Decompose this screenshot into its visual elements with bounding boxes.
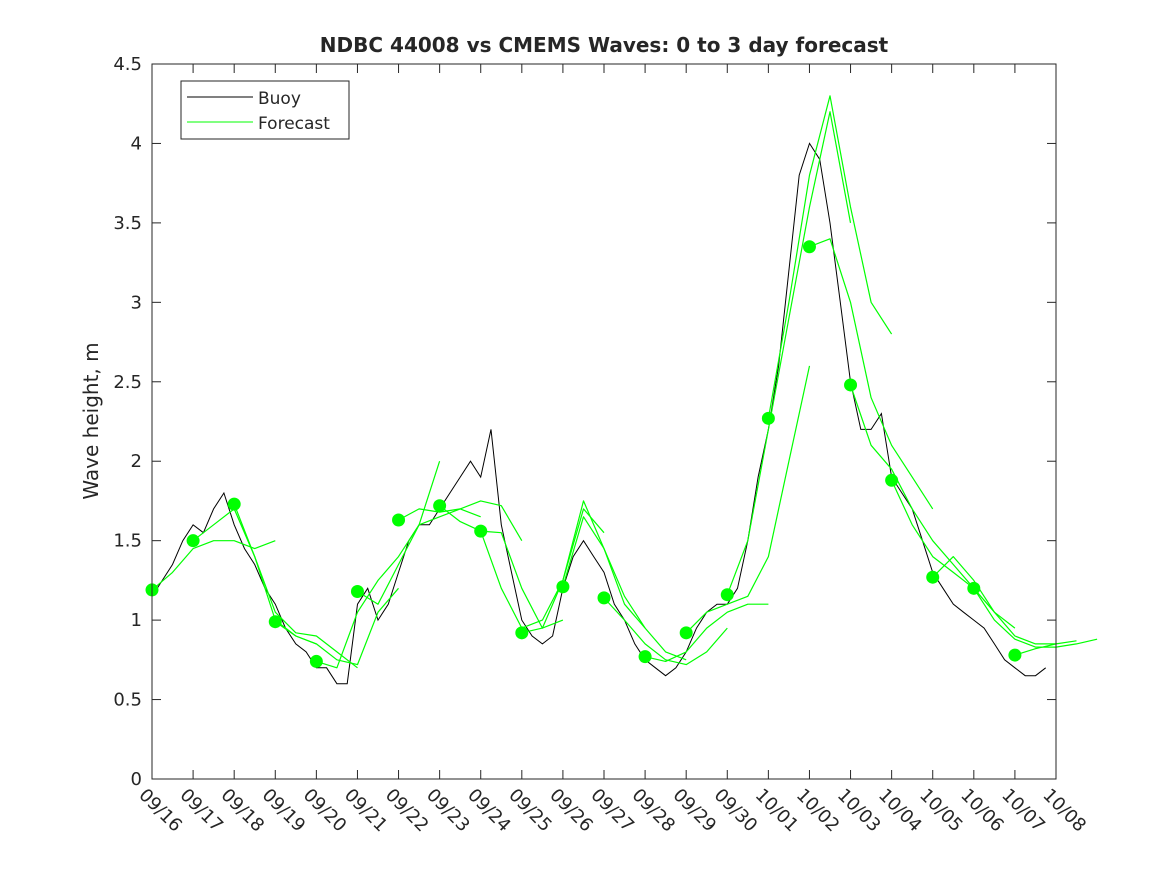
forecast-run-line-6	[398, 500, 523, 542]
forecast-run-line-11	[603, 597, 728, 666]
y-tick-label: 0	[131, 769, 142, 790]
forecast-start-marker	[597, 591, 611, 605]
forecast-start-marker	[720, 588, 734, 602]
forecast-run-line-2	[233, 503, 358, 669]
y-tick-label: 2	[131, 451, 142, 472]
forecast-start-marker	[967, 581, 981, 595]
forecast-start-marker	[392, 513, 406, 527]
forecast-run-line-3	[274, 587, 399, 666]
forecast-run-line-15	[767, 95, 893, 419]
forecast-start-marker	[227, 497, 241, 511]
y-tick-label: 0.5	[113, 690, 142, 711]
y-tick-label: 2.5	[113, 372, 142, 393]
chart-title: NDBC 44008 vs CMEMS Waves: 0 to 3 day fo…	[320, 33, 889, 57]
y-axis-label: Wave height, m	[79, 342, 103, 499]
legend-box	[180, 80, 350, 140]
forecast-run-line-21	[1014, 640, 1077, 656]
forecast-start-marker	[1008, 648, 1022, 662]
y-tick-label: 1.5	[113, 531, 142, 552]
buoy-series-line	[151, 142, 1047, 685]
forecast-start-marker	[515, 626, 529, 640]
forecast-start-marker	[268, 615, 282, 629]
forecast-start-marker	[638, 650, 652, 664]
forecast-run-line-10	[562, 516, 687, 661]
forecast-start-marker	[186, 534, 200, 548]
y-tick-label: 4	[131, 133, 142, 154]
plot-lines	[145, 95, 1098, 685]
forecast-start-marker	[885, 473, 899, 487]
legend: Buoy Forecast	[180, 80, 350, 140]
legend-forecast-label: Forecast	[258, 114, 330, 134]
forecast-run-line-12	[644, 603, 769, 663]
forecast-run-line-8	[480, 508, 605, 629]
legend-buoy-label: Buoy	[258, 89, 301, 109]
forecast-run-line-0	[151, 540, 276, 591]
forecast-run-line-16	[809, 238, 934, 510]
forecast-start-marker	[802, 240, 816, 254]
forecast-start-marker	[433, 499, 447, 513]
y-tick-label: 4.5	[113, 54, 142, 75]
forecast-run-line-14	[726, 111, 852, 595]
forecast-start-marker	[350, 585, 364, 599]
y-tick-label: 3.5	[113, 213, 142, 234]
forecast-start-marker	[926, 570, 940, 584]
y-tick-label: 3	[131, 292, 142, 313]
forecast-run-line-19	[932, 555, 1056, 645]
forecast-start-marker	[474, 524, 488, 538]
forecast-run-line-20	[973, 587, 1098, 648]
forecast-start-marker	[844, 378, 858, 392]
y-tick-label: 1	[131, 610, 142, 631]
forecast-run-line-13	[685, 365, 811, 634]
forecast-run-line-9	[521, 500, 646, 634]
forecast-start-marker	[556, 580, 570, 594]
forecast-run-line-17	[849, 384, 975, 589]
forecast-start-marker	[309, 654, 323, 668]
forecast-start-marker	[679, 626, 693, 640]
forecast-start-marker	[761, 411, 775, 425]
